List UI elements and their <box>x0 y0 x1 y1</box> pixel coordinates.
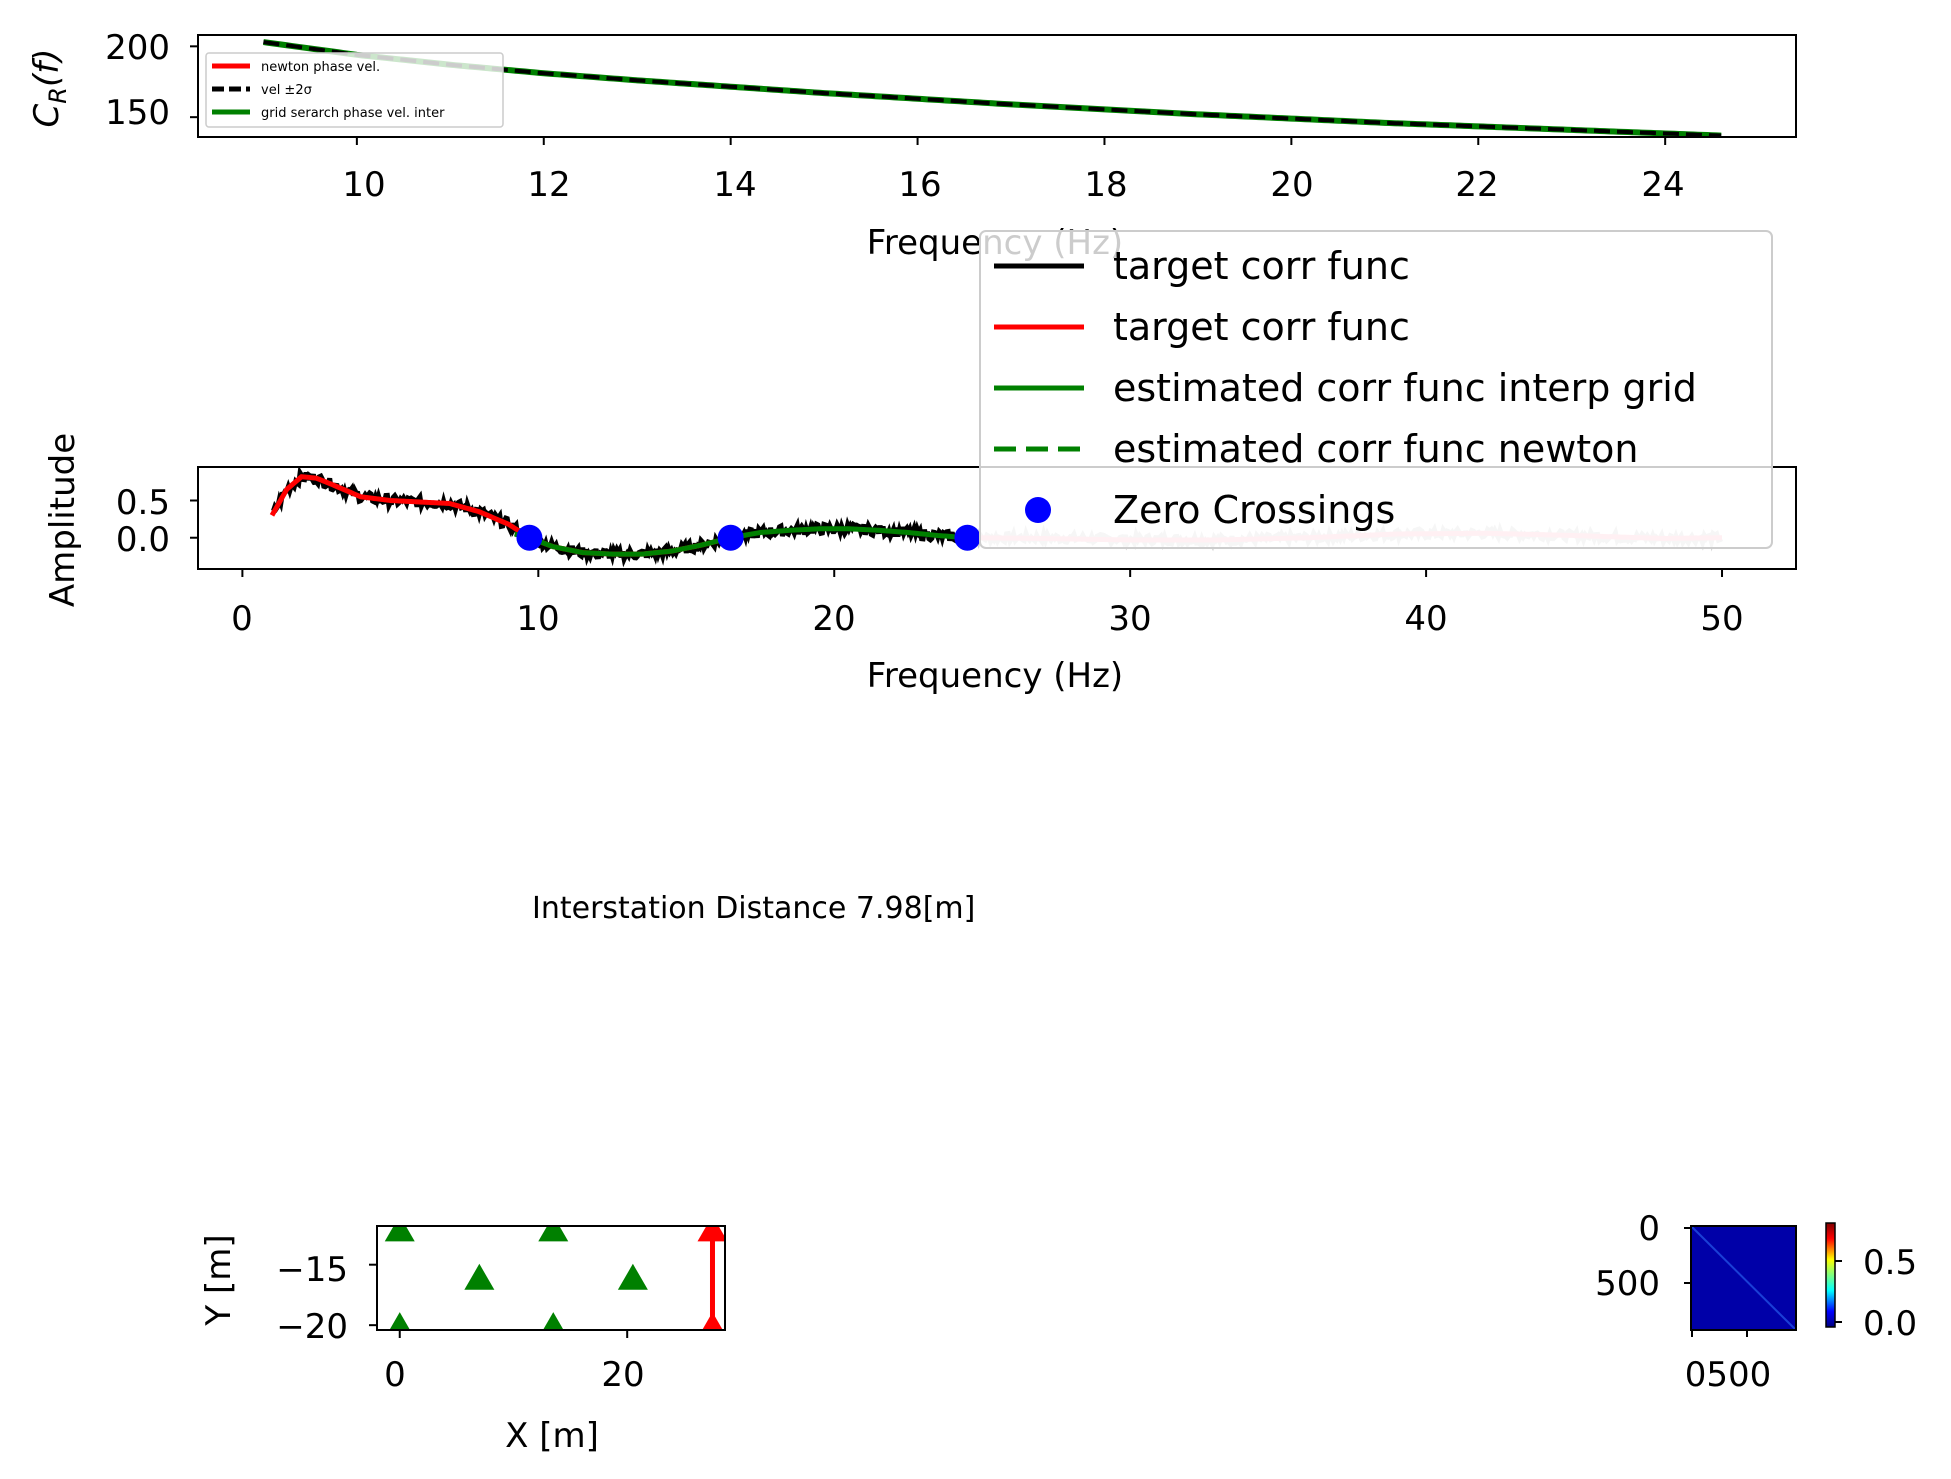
phase-velocity-axes-frame <box>197 34 1797 138</box>
legend1-label-grid: grid serarch phase vel. inter <box>261 106 445 121</box>
heatmap-diagonal <box>1690 1225 1797 1331</box>
p2-xlabel: Frequency (Hz) <box>867 656 1123 696</box>
p3-ytick-minus15: −15 <box>276 1250 348 1290</box>
station-marker <box>538 1226 569 1242</box>
legend2-box <box>979 230 1773 549</box>
phase-velocity-ticks <box>190 45 1667 145</box>
phase-velocity-legend: newton phase vel. vel ±2σ grid serarch p… <box>205 52 504 128</box>
p1-xtick-24: 24 <box>1641 165 1684 205</box>
station-map-ticks <box>369 1263 629 1338</box>
p1-xtick-20: 20 <box>1270 165 1313 205</box>
p2-xtick-40: 40 <box>1404 599 1447 639</box>
heatmap-ytick-500: 500 <box>1595 1264 1660 1304</box>
station-marker <box>542 1312 564 1330</box>
zero-crossing-point <box>717 524 744 551</box>
p1-xtick-16: 16 <box>898 165 941 205</box>
correlation-panel: 0 10 20 30 40 50 0.5 0.0 Frequency (Hz) … <box>43 230 1797 696</box>
p3-ylabel: Y [m] <box>199 1234 239 1326</box>
station-map-panel: 0 20 −15 −20 X [m] Y [m] <box>199 1225 726 1456</box>
p2-ytick-0.5: 0.5 <box>116 483 170 523</box>
p1-xtick-10: 10 <box>342 165 385 205</box>
legend2-label-newton: estimated corr func newton <box>1113 427 1639 471</box>
p1-xtick-22: 22 <box>1455 165 1498 205</box>
station-marker <box>464 1263 495 1290</box>
sigma-phase-velocity-line <box>263 40 1722 137</box>
p1-ylabel: CR(f) <box>27 49 72 128</box>
p1-ytick-200: 200 <box>105 28 170 68</box>
p3-xlabel: X [m] <box>505 1416 599 1456</box>
legend1-label-sigma: vel ±2σ <box>261 83 312 98</box>
p2-xtick-10: 10 <box>516 599 559 639</box>
p1-xtick-14: 14 <box>713 165 756 205</box>
p2-xtick-30: 30 <box>1108 599 1151 639</box>
legend2-swatch-zero-crossings <box>1025 497 1051 523</box>
heatmap-ytick-0: 0 <box>1638 1209 1660 1249</box>
zero-crossing-point <box>954 524 981 551</box>
colorbar-tick-0.0: 0.0 <box>1863 1304 1917 1344</box>
station-map-axes-frame <box>376 1225 726 1331</box>
p3-xtick-20: 20 <box>601 1355 644 1395</box>
phase-velocity-lines <box>263 39 1722 137</box>
station-marker <box>617 1263 648 1290</box>
matrix-heatmap-panel: 0 500 0500 0.5 0.0 <box>1595 1209 1917 1395</box>
station-pair-marker <box>702 1312 723 1330</box>
p3-ytick-minus20: −20 <box>276 1307 348 1347</box>
p2-xtick-0: 0 <box>231 599 253 639</box>
phase-velocity-panel: 10 12 14 16 18 20 22 24 200 150 Frequenc… <box>27 28 1797 263</box>
station-markers <box>384 1226 725 1330</box>
p2-xtick-50: 50 <box>1700 599 1743 639</box>
zero-crossing-point <box>516 524 543 551</box>
legend2-label-zero-crossings: Zero Crossings <box>1113 488 1395 532</box>
colorbar-tick-0.5: 0.5 <box>1863 1243 1917 1283</box>
legend1-box <box>205 52 504 128</box>
colorbar <box>1825 1222 1836 1328</box>
p2-ytick-0.0: 0.0 <box>116 520 170 560</box>
correlation-ticks <box>190 499 1724 577</box>
p1-xtick-18: 18 <box>1084 165 1127 205</box>
legend2-label-target-black: target corr func <box>1113 244 1410 288</box>
p3-xtick-0: 0 <box>384 1355 406 1395</box>
heatmap-axes-frame <box>1690 1225 1797 1331</box>
correlation-legend: target corr func target corr func estima… <box>979 230 1773 549</box>
legend2-label-interp-grid: estimated corr func interp grid <box>1113 366 1697 410</box>
station-marker <box>389 1312 411 1330</box>
p1-xtick-12: 12 <box>527 165 570 205</box>
interstation-distance-label: Interstation Distance 7.98[m] <box>532 891 975 926</box>
target-corr-black-line <box>271 467 970 568</box>
station-pair-marker <box>697 1226 725 1242</box>
station-marker <box>384 1226 415 1242</box>
p1-ytick-150: 150 <box>105 93 170 133</box>
p2-xtick-20: 20 <box>812 599 855 639</box>
p2-ylabel: Amplitude <box>43 433 83 607</box>
legend2-label-target-red: target corr func <box>1113 305 1410 349</box>
legend1-label-newton: newton phase vel. <box>261 60 380 75</box>
heatmap-xtick-0500: 0500 <box>1685 1355 1772 1395</box>
